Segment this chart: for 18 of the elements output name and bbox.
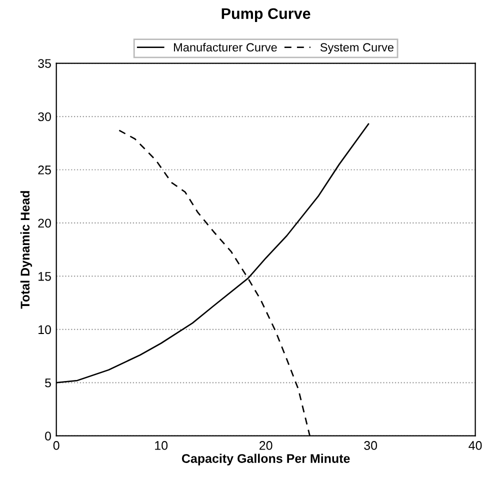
x-tick-label: 20 <box>260 441 272 450</box>
y-tick-label: 15 <box>38 272 51 281</box>
y-tick-label: 5 <box>45 378 51 388</box>
chart-title: Pump Curve <box>222 8 310 22</box>
x-tick-label: 40 <box>468 441 482 450</box>
y-tick-label: 25 <box>38 166 51 174</box>
x-tick-label: 0 <box>53 441 60 450</box>
x-tick-label: 10 <box>155 441 168 450</box>
x-axis-title: Capacity Gallons Per Minute <box>182 454 350 466</box>
y-tick-label: 0 <box>45 432 51 441</box>
legend-label: Manufacturer Curve <box>174 42 277 52</box>
y-tick-label: 30 <box>38 112 51 122</box>
y-tick-label: 10 <box>38 325 51 334</box>
y-tick-label: 35 <box>38 59 51 68</box>
y-tick-label: 20 <box>38 218 51 228</box>
y-axis-title: Total Dynamic Head <box>20 191 32 309</box>
x-tick-label: 30 <box>364 441 378 450</box>
legend-label: System Curve <box>320 43 394 54</box>
